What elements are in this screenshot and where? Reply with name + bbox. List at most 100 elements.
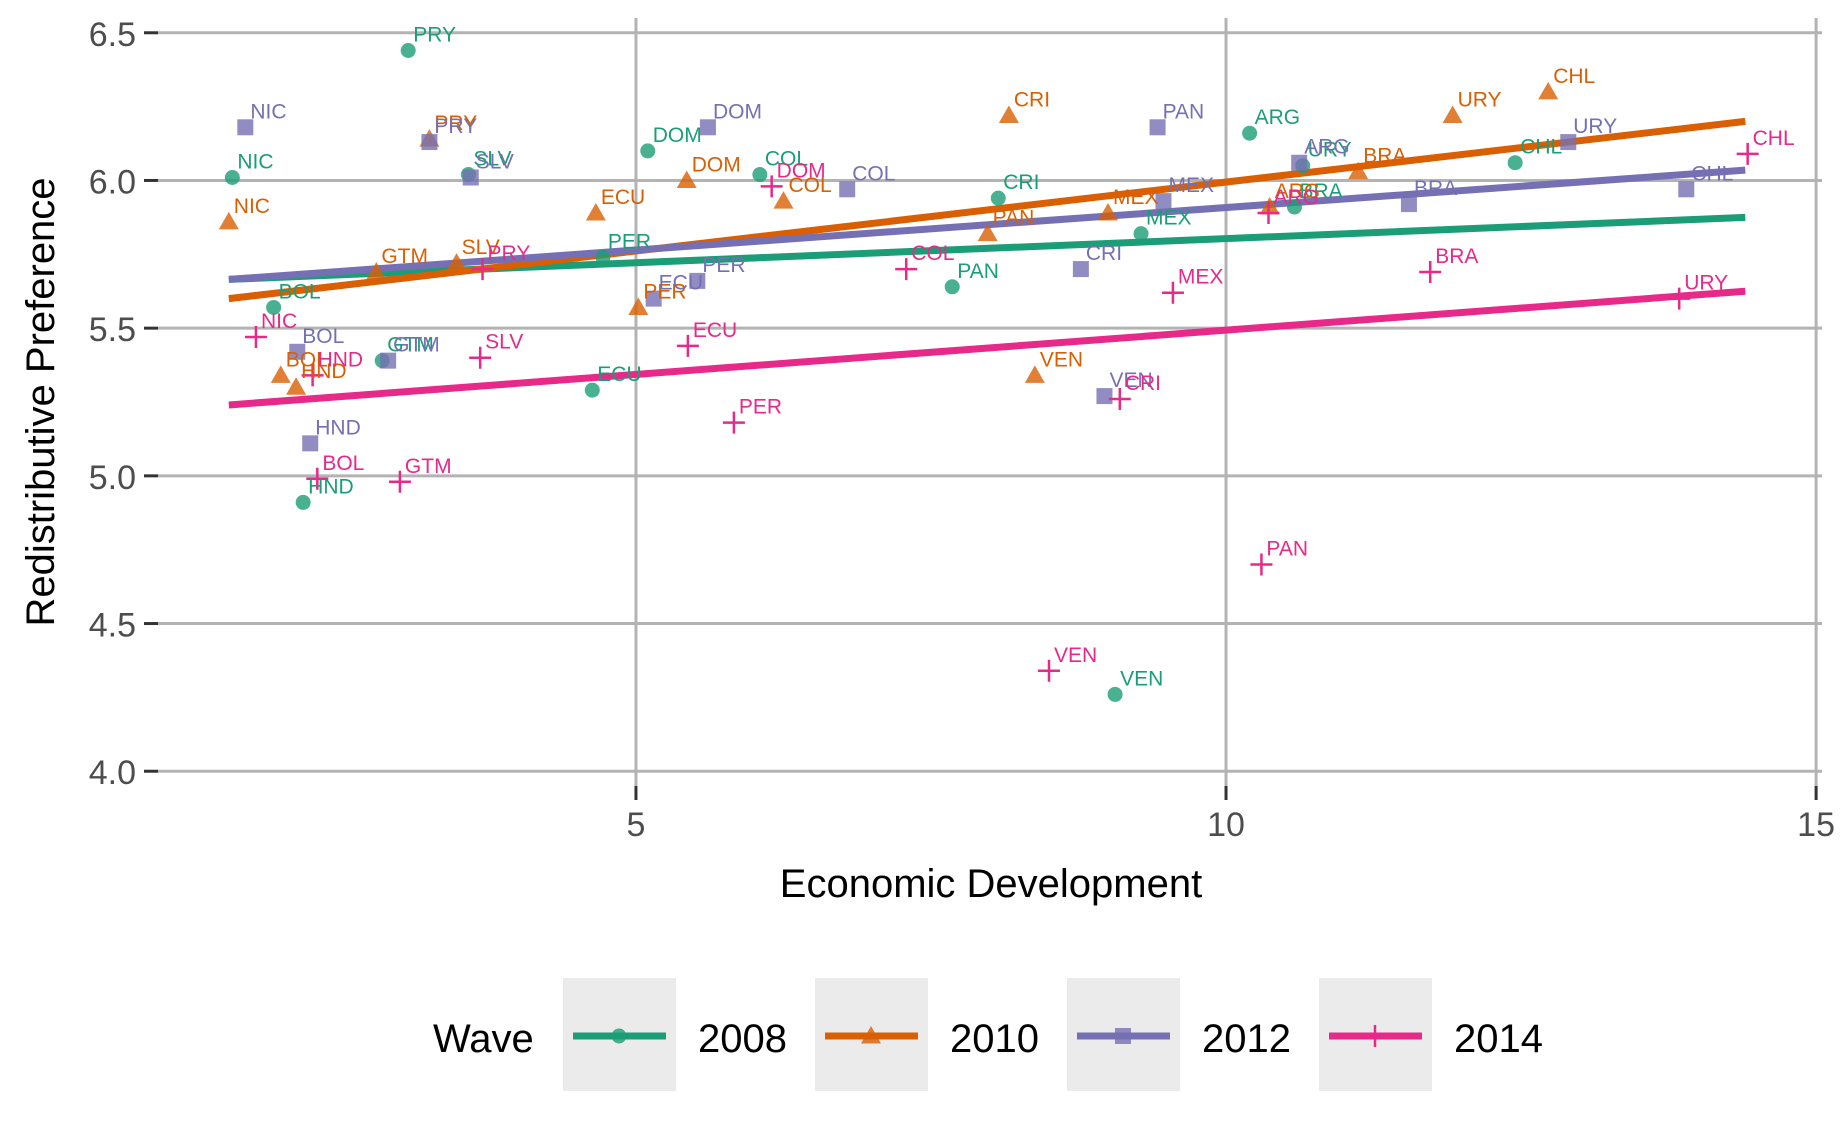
- point-label-2014-ARG: ARG: [1274, 186, 1320, 209]
- point-label-2008-ECU: ECU: [597, 363, 641, 386]
- point-label-2008-MEX: MEX: [1146, 207, 1192, 230]
- point-label-2010-NIC: NIC: [234, 195, 270, 218]
- point-2014-PRY: [471, 258, 494, 281]
- point-2012-MEX: [1155, 193, 1172, 210]
- point-label-2014-PAN: PAN: [1266, 537, 1308, 560]
- x-axis-ticks: 5 10 15: [626, 786, 1835, 844]
- point-2012-VEN: [1096, 388, 1113, 405]
- legend-key-marker-2014: [1364, 1025, 1386, 1047]
- point-label-2010-BRA: BRA: [1363, 145, 1406, 168]
- point-label-2014-BOL: BOL: [322, 452, 364, 475]
- point-label-2008-BRA: BRA: [1299, 180, 1342, 203]
- point-label-2008-HND: HND: [308, 475, 354, 498]
- y-tick-label: 5.5: [89, 311, 136, 349]
- point-2008-NIC: [224, 170, 240, 186]
- point-2008-PRY: [400, 42, 416, 58]
- point-2008-PAN: [944, 279, 960, 295]
- x-axis-title: Economic Development: [780, 862, 1202, 906]
- point-label-2012-MEX: MEX: [1168, 174, 1214, 197]
- point-2008-ECU: [584, 382, 600, 398]
- point-2010-VEN: [1024, 365, 1045, 383]
- legend-key-marker-2012: [1115, 1028, 1131, 1044]
- point-label-2010-GTM: GTM: [381, 245, 428, 268]
- point-label-2014-VEN: VEN: [1054, 644, 1097, 667]
- point-label-2008-DOM: DOM: [653, 124, 702, 147]
- y-tick-label: 5.0: [89, 459, 136, 497]
- point-label-2008-BOL: BOL: [279, 280, 321, 303]
- point-2008-CRI: [990, 190, 1006, 206]
- point-2008-ARG: [1242, 125, 1258, 141]
- point-2008-VEN: [1107, 686, 1123, 702]
- point-2008-COL: [752, 167, 768, 183]
- point-2014-MEX: [1161, 281, 1184, 304]
- point-2014-DOM: [760, 175, 783, 198]
- point-2010-ECU: [585, 202, 606, 221]
- point-label-2014-MEX: MEX: [1178, 266, 1224, 289]
- point-label-2010-MEX: MEX: [1113, 186, 1159, 209]
- point-2014-VEN: [1038, 659, 1061, 682]
- point-label-2008-GTM: GTM: [387, 334, 434, 357]
- point-label-2014-PRY: PRY: [488, 242, 531, 265]
- legend: Wave 2008 2010 2012 2014: [433, 978, 1543, 1091]
- point-label-2014-NIC: NIC: [261, 310, 297, 333]
- point-2012-BOL: [289, 343, 306, 360]
- point-2014-HND: [301, 364, 324, 387]
- point-2008-BRA: [1286, 199, 1302, 215]
- point-2008-BOL: [266, 299, 282, 315]
- point-label-2010-DOM: DOM: [692, 153, 741, 176]
- point-2014-BRA: [1419, 261, 1442, 284]
- point-2008-DOM: [640, 143, 656, 159]
- x-tick-label: 15: [1797, 806, 1835, 844]
- point-2010-GTM: [366, 262, 387, 280]
- point-label-2008-URY: URY: [1308, 139, 1352, 162]
- point-2014-GTM: [388, 470, 411, 493]
- point-label-2014-COL: COL: [911, 242, 954, 265]
- point-2014-CHL: [1736, 142, 1759, 165]
- point-label-2012-SLV: SLV: [476, 151, 514, 174]
- point-label-2010-CRI: CRI: [1014, 88, 1050, 111]
- point-2010-URY: [1442, 105, 1463, 123]
- point-2014-CRI: [1108, 388, 1131, 411]
- point-label-2014-PER: PER: [739, 396, 782, 419]
- point-label-2012-CRI: CRI: [1086, 242, 1122, 265]
- point-2010-HND: [286, 377, 307, 395]
- legend-key-marker-2008: [611, 1028, 627, 1044]
- point-label-2008-CRI: CRI: [1003, 171, 1039, 194]
- point-2014-ECU: [676, 334, 699, 357]
- point-2008-HND: [295, 494, 311, 510]
- point-2012-CHL: [1678, 181, 1695, 198]
- point-2008-PER: [595, 249, 611, 265]
- point-2012-ARG: [1291, 154, 1308, 171]
- y-tick-label: 6.0: [89, 163, 136, 201]
- y-tick-label: 4.0: [89, 754, 136, 792]
- legend-label-2008: 2008: [698, 1017, 787, 1061]
- point-2014-SLV: [469, 346, 492, 369]
- point-label-2010-SLV: SLV: [462, 236, 500, 259]
- point-label-2010-ARG: ARG: [1275, 180, 1321, 203]
- point-label-2012-COL: COL: [852, 162, 895, 185]
- data-points: [218, 42, 1759, 702]
- legend-label-2014: 2014: [1454, 1017, 1543, 1061]
- point-2014-PER: [722, 411, 745, 434]
- point-2010-CHL: [1538, 81, 1559, 100]
- point-label-2012-BOL: BOL: [302, 325, 344, 348]
- point-label-2010-VEN: VEN: [1040, 348, 1083, 371]
- point-2014-NIC: [244, 326, 267, 349]
- point-label-2014-DOM: DOM: [777, 159, 826, 182]
- point-2012-COL: [839, 181, 856, 198]
- point-label-2014-URY: URY: [1684, 272, 1728, 295]
- point-2012-PAN: [1149, 119, 1166, 136]
- point-2012-PER: [689, 272, 706, 289]
- point-label-2014-HND: HND: [318, 348, 364, 371]
- point-label-2008-PAN: PAN: [957, 260, 999, 283]
- point-label-2012-URY: URY: [1573, 115, 1617, 138]
- point-2010-DOM: [676, 170, 697, 188]
- point-label-2010-PRY: PRY: [434, 112, 477, 135]
- point-2014-BOL: [306, 467, 329, 490]
- point-label-2010-ECU: ECU: [601, 186, 645, 209]
- point-2010-COL: [773, 191, 794, 209]
- point-label-2014-ECU: ECU: [693, 319, 737, 342]
- legend-title: Wave: [433, 1017, 534, 1061]
